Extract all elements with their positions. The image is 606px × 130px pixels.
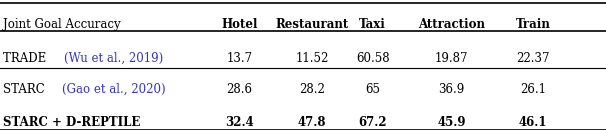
Text: 28.6: 28.6: [227, 83, 252, 96]
Text: 26.1: 26.1: [521, 83, 546, 96]
Text: Hotel: Hotel: [221, 18, 258, 31]
Text: Train: Train: [516, 18, 551, 31]
Text: 47.8: 47.8: [298, 116, 327, 129]
Text: 28.2: 28.2: [299, 83, 325, 96]
Text: 60.58: 60.58: [356, 52, 390, 65]
Text: 13.7: 13.7: [226, 52, 253, 65]
Text: STARC + D-REPTILE: STARC + D-REPTILE: [3, 116, 141, 129]
Text: STARC: STARC: [3, 83, 48, 96]
Text: 45.9: 45.9: [437, 116, 466, 129]
Text: Restaurant: Restaurant: [276, 18, 348, 31]
Text: 32.4: 32.4: [225, 116, 254, 129]
Text: 65: 65: [365, 83, 380, 96]
Text: Taxi: Taxi: [359, 18, 386, 31]
Text: Attraction: Attraction: [418, 18, 485, 31]
Text: 22.37: 22.37: [516, 52, 550, 65]
Text: 46.1: 46.1: [519, 116, 548, 129]
Text: 67.2: 67.2: [358, 116, 387, 129]
Text: 36.9: 36.9: [438, 83, 465, 96]
Text: TRADE: TRADE: [3, 52, 50, 65]
Text: 19.87: 19.87: [435, 52, 468, 65]
Text: (Wu et al., 2019): (Wu et al., 2019): [64, 52, 163, 65]
Text: Joint Goal Accuracy: Joint Goal Accuracy: [3, 18, 121, 31]
Text: (Gao et al., 2020): (Gao et al., 2020): [62, 83, 165, 96]
Text: 11.52: 11.52: [295, 52, 329, 65]
